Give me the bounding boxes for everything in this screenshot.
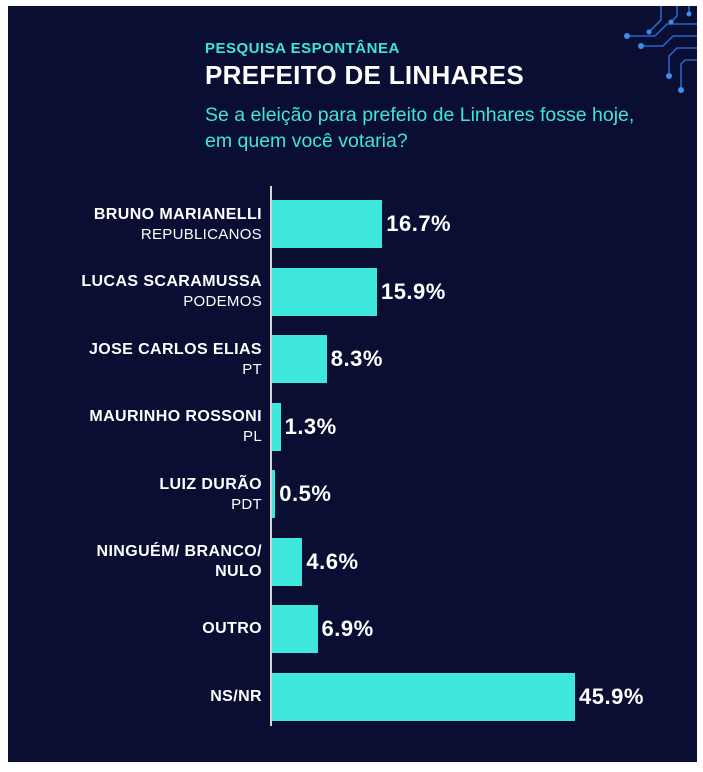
candidate-name: OUTRO (202, 620, 262, 637)
category-label: BRUNO MARIANELLI REPUBLICANOS (8, 200, 262, 248)
candidate-name: NS/NR (210, 687, 262, 705)
value-label: 4.6% (306, 548, 359, 574)
value-label: 15.9% (380, 278, 446, 304)
category-label: JOSE CARLOS ELIAS PT (8, 335, 262, 383)
party-name: PODEMOS (183, 293, 262, 310)
bar-row: NINGUÉM/ BRANCO/NULO 4.6% (8, 537, 697, 586)
bar-row: BRUNO MARIANELLI REPUBLICANOS 16.7% (8, 200, 697, 248)
candidate-name: JOSE CARLOS ELIAS (88, 340, 262, 358)
bar (272, 605, 318, 653)
candidate-name: BRUNO MARIANELLI (93, 205, 262, 223)
bar (272, 672, 575, 721)
chart-axis-line (270, 186, 272, 726)
value-label: 1.3% (284, 413, 337, 439)
party-name: PT (242, 360, 262, 378)
bar (272, 537, 303, 586)
bar-row: JOSE CARLOS ELIAS PT 8.3% (8, 335, 697, 383)
survey-kicker: PESQUISA ESPONTÂNEA (205, 40, 400, 57)
bar-row: MAURINHO ROSSONI PL 1.3% (8, 402, 697, 451)
category-label: NS/NR (8, 673, 262, 721)
candidate-name: LUCAS SCARAMUSSA (81, 273, 262, 290)
value-label: 16.7% (386, 211, 452, 236)
category-label: MAURINHO ROSSONI PL (8, 403, 262, 451)
value-label: 8.3% (330, 346, 383, 371)
chart-panel: PESQUISA ESPONTÂNEA PREFEITO DE LINHARES… (8, 6, 697, 762)
bar-row: NS/NR 45.9% (8, 672, 697, 721)
chart-title: PREFEITO DE LINHARES (205, 60, 525, 90)
party-name: PDT (231, 495, 262, 513)
party-name: REPUBLICANOS (140, 225, 262, 243)
candidate-name: NINGUÉM/ BRANCO/NULO (96, 542, 262, 580)
category-label: NINGUÉM/ BRANCO/NULO (8, 538, 262, 586)
bar-row: LUCAS SCARAMUSSA PODEMOS 15.9% (8, 267, 697, 316)
bar (272, 267, 377, 316)
bar-row: OUTRO 6.9% (8, 605, 697, 653)
category-label: LUIZ DURÃO PDT (8, 470, 262, 518)
bar (272, 402, 281, 451)
value-label: 0.5% (279, 481, 332, 506)
bar (272, 200, 383, 248)
party-name: PL (243, 428, 262, 445)
value-label: 6.9% (321, 616, 374, 641)
circuit-board-icon (624, 6, 697, 93)
survey-question: Se a eleição para prefeito de Linhares f… (205, 104, 635, 152)
bar (272, 335, 327, 383)
bar (272, 470, 276, 518)
bar-row: LUIZ DURÃO PDT 0.5% (8, 470, 697, 518)
value-label: 45.9% (579, 683, 644, 709)
candidate-name: LUIZ DURÃO (159, 475, 262, 493)
category-label: OUTRO (8, 605, 262, 653)
category-label: LUCAS SCARAMUSSA PODEMOS (8, 268, 262, 316)
candidate-name: MAURINHO ROSSONI (89, 408, 262, 425)
